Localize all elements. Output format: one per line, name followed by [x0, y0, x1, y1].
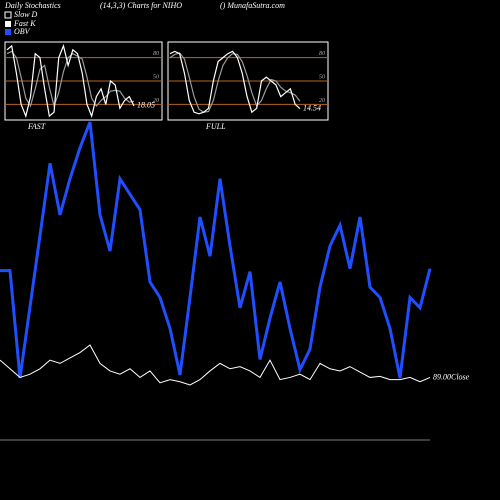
legend-label: Fast K [13, 19, 36, 28]
legend-swatch [4, 11, 12, 19]
y-tick-label: 20 [153, 98, 159, 104]
legend-label: OBV [14, 27, 31, 36]
value-label: 14.54 [303, 103, 321, 112]
series-line [0, 344, 431, 386]
series-line [169, 50, 301, 115]
close-label: 89.00Close [433, 372, 470, 381]
panel-title: FULL [205, 122, 226, 131]
y-tick-label: 20 [319, 98, 325, 104]
series-line [0, 121, 432, 379]
y-tick-label: 50 [153, 74, 159, 80]
legend-swatch [5, 29, 11, 35]
panel-title: FAST [27, 122, 46, 131]
source: () MunafaSutra.com [220, 1, 285, 10]
y-tick-label: 50 [319, 74, 325, 80]
y-tick-label: 80 [153, 51, 159, 57]
series-line [6, 43, 135, 119]
legend-label: Slow D [14, 10, 38, 19]
y-tick-label: 80 [319, 51, 325, 57]
legend-swatch [5, 21, 11, 27]
chart-subtitle: (14,3,3) Charts for NIHO [100, 1, 182, 10]
value-label: 18.05 [137, 101, 155, 110]
chart-title: Daily Stochastics [4, 1, 61, 10]
